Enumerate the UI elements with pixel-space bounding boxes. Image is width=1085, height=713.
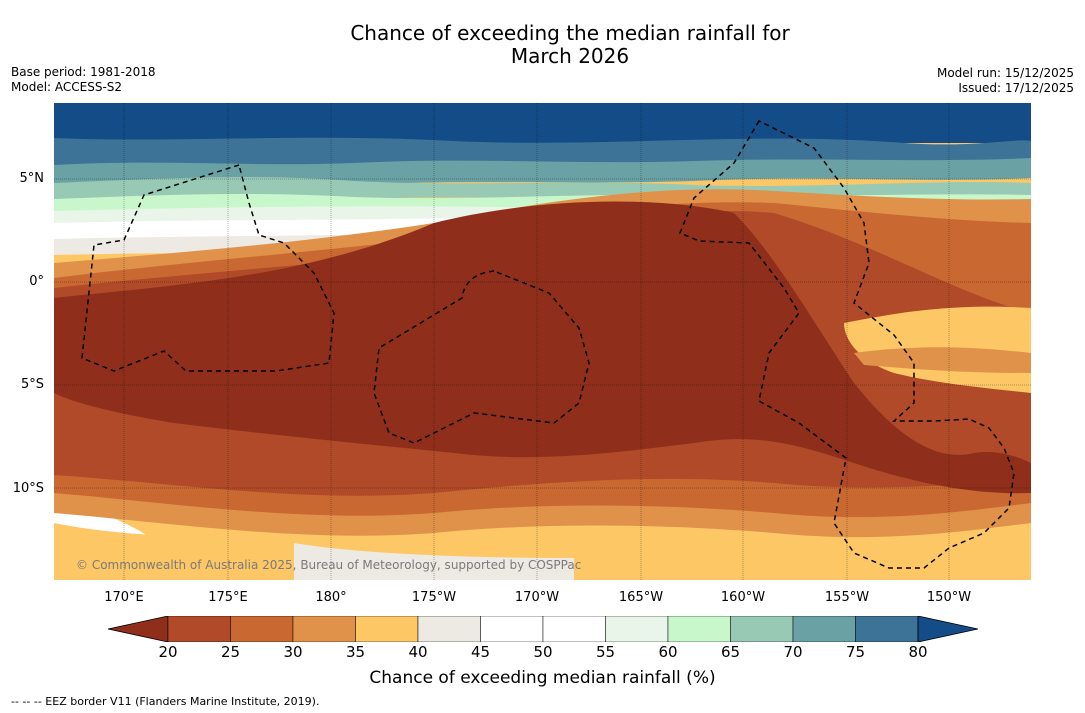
colorbar-tick-label: 35 (345, 643, 366, 661)
model-info: Base period: 1981-2018 Model: ACCESS-S2 (11, 65, 156, 95)
colorbar-segment (167, 616, 231, 642)
colorbar-tick-label: 45 (470, 643, 491, 661)
colorbar-extend-high (917, 616, 978, 642)
colorbar-segment (355, 616, 419, 642)
colorbar-segments (108, 616, 978, 642)
lon-label-155w: 155°W (824, 590, 870, 605)
lon-label-175e: 175°E (208, 590, 248, 605)
model-run-date: Model run: 15/12/2025 (936, 66, 1074, 80)
rainfall-map (54, 103, 1031, 580)
colorbar-tick-label: 80 (908, 643, 928, 661)
colorbar-title: Chance of exceeding median rainfall (%) (369, 668, 716, 688)
model-name: Model: ACCESS-S2 (11, 80, 123, 94)
lon-label-165w: 165°W (618, 590, 664, 605)
colorbar-segment (792, 616, 856, 642)
eez-border-kiribati-gilberts (81, 164, 335, 372)
eez-borders (81, 120, 1015, 569)
lat-label-5n: 5°N (19, 171, 45, 186)
colorbar-segment (417, 616, 481, 642)
map-credit: © Commonwealth of Australia 2025, Bureau… (76, 558, 582, 572)
colorbar-tick-label: 20 (158, 643, 178, 661)
colorbar (108, 616, 978, 642)
eez-border-phoenix (373, 270, 590, 444)
lon-label-180: 180° (315, 590, 347, 605)
colorbar-segment (605, 616, 669, 642)
lon-label-170e: 170°E (104, 590, 144, 605)
lon-label-175w: 175°W (411, 590, 457, 605)
eez-legend: -- -- -- EEZ border V11 (Flanders Marine… (11, 695, 320, 708)
lon-label-170w: 170°W (514, 590, 560, 605)
colorbar-tick-label: 75 (845, 643, 866, 661)
colorbar-tick-label: 50 (533, 643, 553, 661)
lon-label-150w: 150°W (926, 590, 972, 605)
colorbar-segment (480, 616, 544, 642)
east-orange-strip (854, 347, 1031, 373)
colorbar-tick-label: 65 (720, 643, 741, 661)
colorbar-tick-label: 30 (283, 643, 303, 661)
colorbar-segment (855, 616, 919, 642)
lat-label-10s: 10°S (12, 481, 44, 496)
colorbar-tick-label: 60 (658, 643, 678, 661)
eez-border-line-islands (679, 120, 1015, 569)
colorbar-segment (667, 616, 731, 642)
rainfall-map-svg (54, 103, 1031, 580)
colorbar-tick-label: 55 (595, 643, 616, 661)
colorbar-segment (730, 616, 794, 642)
lon-label-160w: 160°W (720, 590, 766, 605)
colorbar-extend-low (108, 616, 169, 642)
run-info: Model run: 15/12/2025 Issued: 17/12/2025 (937, 66, 1074, 96)
colorbar-tick-label: 40 (408, 643, 428, 661)
colorbar-tick-label: 25 (220, 643, 241, 661)
band-north-dark (54, 103, 1031, 143)
colorbar-tick-label: 70 (783, 643, 803, 661)
colorbar-segment (292, 616, 356, 642)
colorbar-segment (542, 616, 606, 642)
map-title-line2: March 2026 (510, 44, 630, 68)
colorbar-segment (230, 616, 294, 642)
base-period: Base period: 1981-2018 (11, 65, 156, 79)
lat-label-0: 0° (29, 274, 44, 289)
map-title-line1: Chance of exceeding the median rainfall … (350, 21, 790, 45)
issued-date: Issued: 17/12/2025 (958, 81, 1074, 95)
band-dark-core (54, 201, 1031, 494)
lat-label-5s: 5°S (20, 377, 44, 392)
map-title: Chance of exceeding the median rainfall … (0, 22, 1085, 68)
